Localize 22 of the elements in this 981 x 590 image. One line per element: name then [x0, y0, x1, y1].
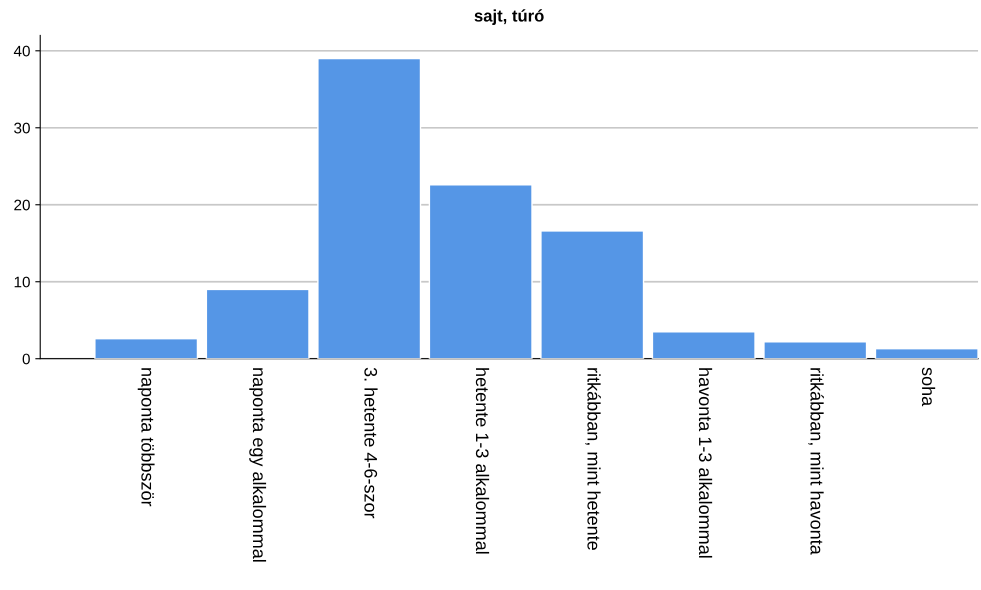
- x-tick-label: naponta egy alkalommal: [249, 368, 266, 562]
- x-tick-label: havonta 1-3 alkalommal: [698, 368, 712, 558]
- bar: [874, 348, 978, 359]
- y-tick-label: 40: [14, 46, 30, 56]
- bar: [763, 341, 868, 359]
- bar: [540, 230, 644, 359]
- x-tick-label: soha: [922, 368, 936, 406]
- x-tick-label: 3. hetente 4-6-szor: [364, 368, 378, 518]
- bar: [317, 58, 422, 359]
- x-tick-label: naponta többször: [138, 368, 155, 506]
- bar: [94, 338, 198, 359]
- x-tick-label: ritkábban, mint havonta: [808, 368, 824, 555]
- y-tick-label: 20: [14, 200, 30, 210]
- x-tick-label: hetente 1-3 alkalommal: [476, 368, 490, 554]
- chart-title: sajt, túró: [474, 9, 544, 25]
- bar: [652, 331, 756, 359]
- y-tick-label: 0: [22, 354, 30, 364]
- x-tick-label: ritkábban, mint hetente: [585, 368, 601, 550]
- bar: [428, 184, 533, 359]
- y-tick-label: 30: [14, 122, 30, 134]
- bar: [206, 288, 310, 359]
- y-tick-label: 10: [14, 276, 30, 288]
